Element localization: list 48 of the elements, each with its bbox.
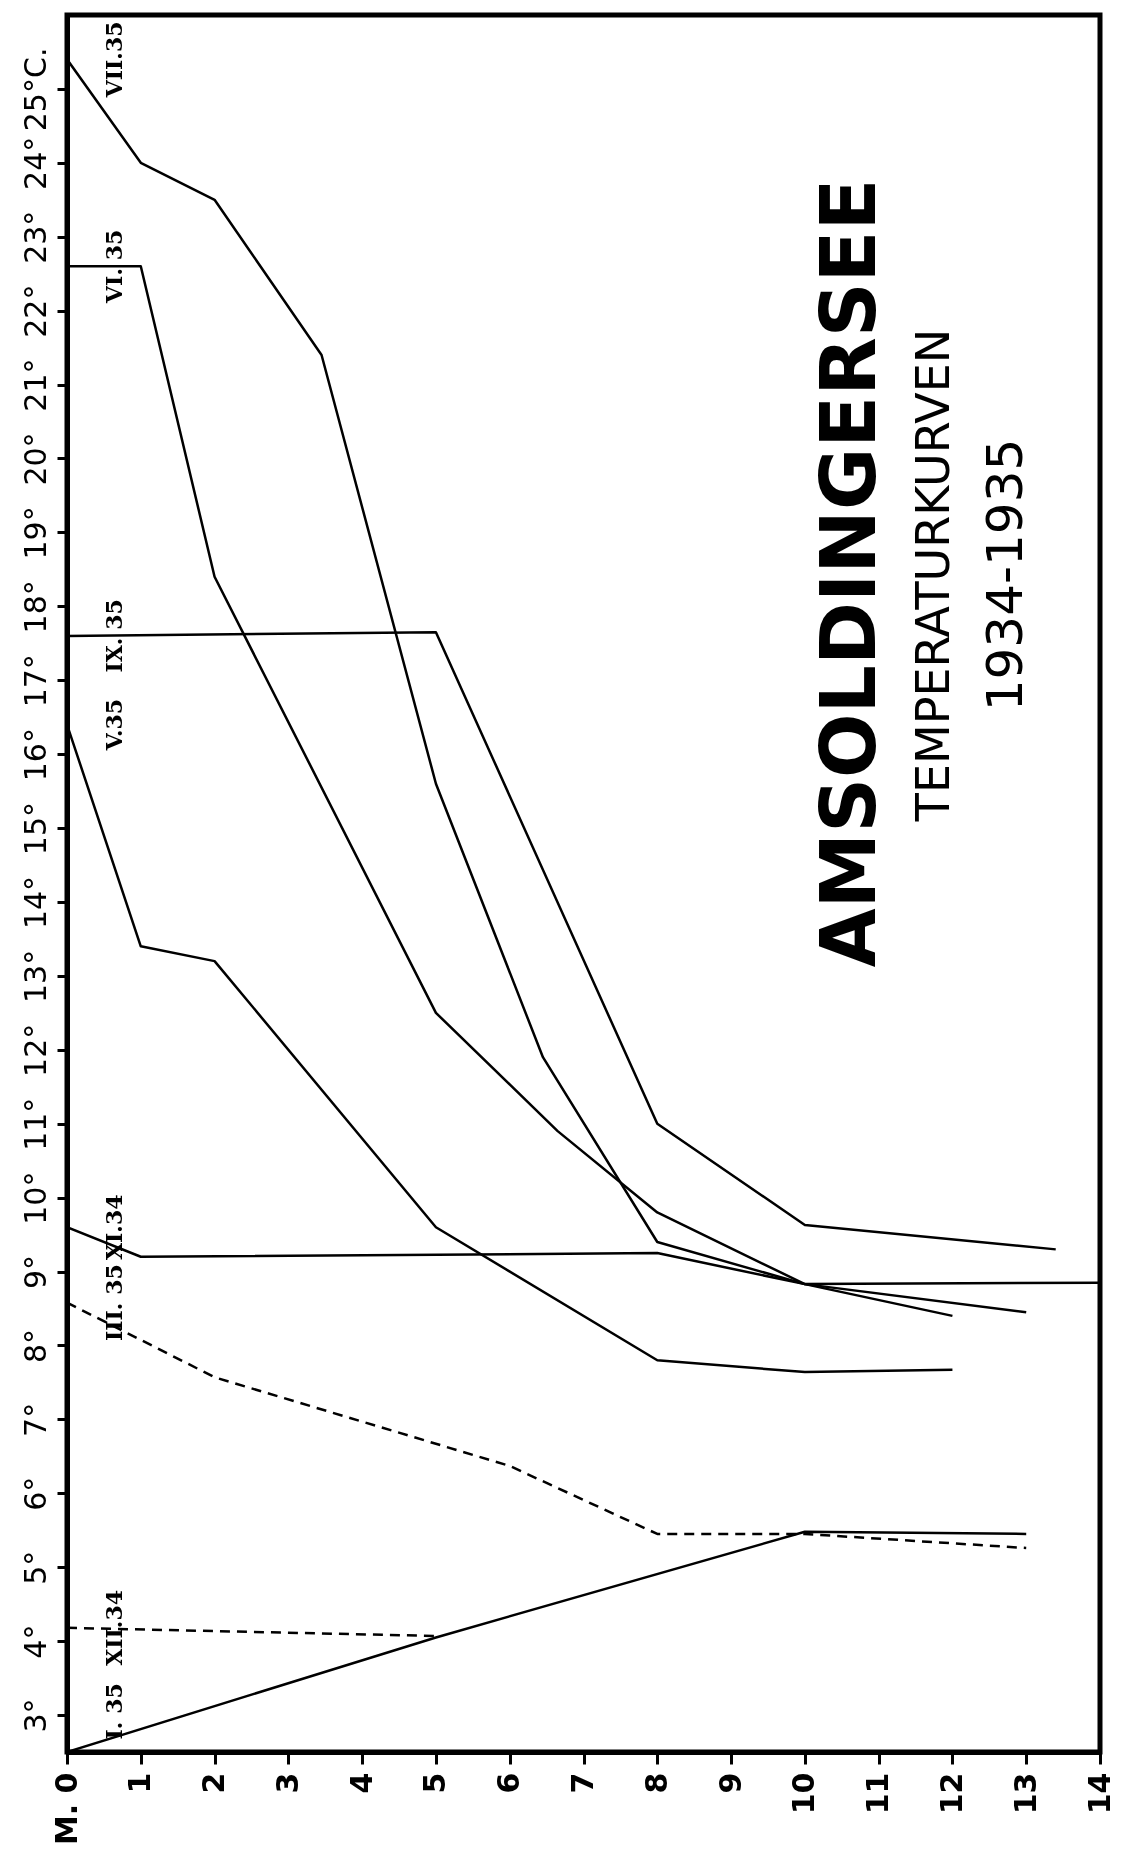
y-tick-label: 8° (17, 1328, 53, 1364)
y-tick-label: 16° (17, 728, 53, 782)
y-tick-label: 24° (17, 136, 53, 190)
text: V.35 (101, 698, 127, 752)
y-tick-label: 3° (17, 1698, 53, 1733)
y-tick-label: 7° (17, 1402, 53, 1437)
y-tick-label: 6° (17, 1476, 53, 1511)
x-tick-label: 8 (638, 1772, 674, 1794)
x-tick-label: 14 (1081, 1772, 1117, 1815)
x-tick-label: M. 0 (48, 1772, 84, 1846)
annotation: 1934-1935 (976, 438, 1034, 712)
x-tick-label: 13 (1007, 1772, 1043, 1815)
y-tick-label: 19° (17, 506, 53, 560)
y-tick-label: 13° (17, 949, 53, 1003)
y-tick-label: 17° (17, 654, 53, 708)
y-tick-label: 5° (17, 1550, 53, 1585)
text: IX. 35 (101, 599, 127, 673)
x-tick-label: 10 (786, 1772, 822, 1815)
text: AMSOLDINGERSEE (804, 178, 893, 968)
text: XII.34 (101, 1589, 127, 1666)
x-tick-label: 4 (343, 1772, 379, 1794)
x-tick-label: 6 (491, 1772, 527, 1794)
text: III. 35 (101, 1264, 127, 1341)
text: VI. 35 (101, 229, 127, 304)
x-tick-label: 11 (860, 1772, 896, 1815)
y-tick-label: 18° (17, 580, 53, 634)
y-tick-label: 4° (17, 1624, 53, 1659)
x-tick-label: 12 (933, 1772, 969, 1815)
x-tick-label: 1 (122, 1772, 158, 1794)
x-tick-label: 5 (417, 1772, 453, 1794)
text: TEMPERATURKURVEN (906, 328, 960, 823)
y-tick-label: 25°C. (17, 47, 53, 132)
x-tick-label: 2 (196, 1772, 232, 1794)
y-tick-label: 14° (17, 875, 53, 930)
x-tick-label: 3 (269, 1772, 305, 1794)
y-tick-label: 21° (17, 358, 53, 412)
x-tick-label: 9 (712, 1772, 748, 1794)
x-tick-label: 7 (565, 1772, 600, 1794)
y-tick-label: 9° (17, 1255, 53, 1290)
y-tick-label: 10° (17, 1171, 53, 1225)
y-tick-label: 12° (17, 1023, 53, 1077)
y-tick-label: 20° (17, 432, 53, 486)
y-tick-label: 23° (17, 210, 53, 264)
y-tick-label: 11° (17, 1097, 53, 1151)
y-tick-label: 15° (17, 801, 53, 856)
text: VII.35 (101, 21, 127, 99)
y-tick-label: 22° (17, 284, 53, 338)
text: XI.34 (101, 1194, 127, 1261)
